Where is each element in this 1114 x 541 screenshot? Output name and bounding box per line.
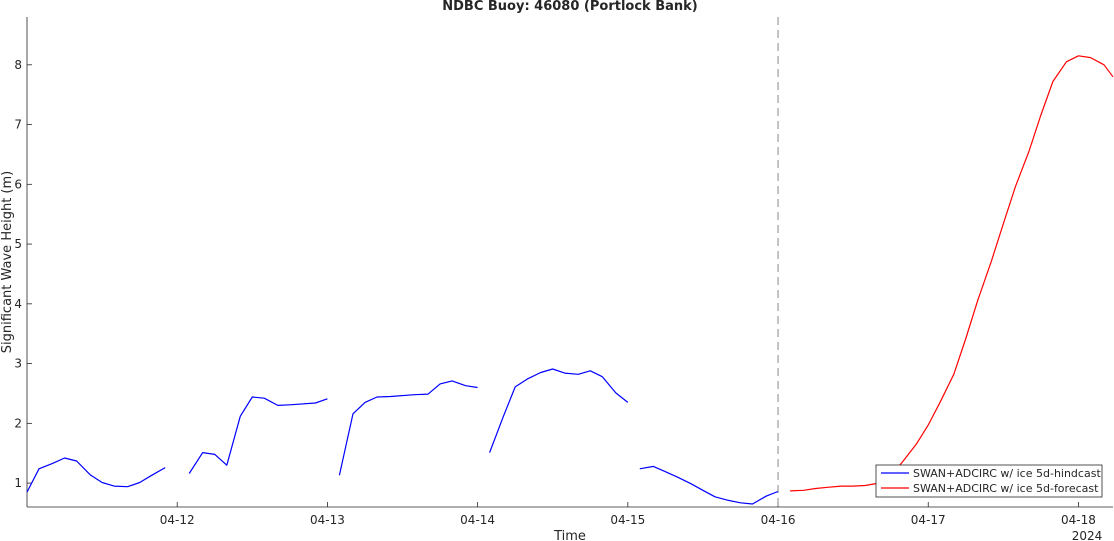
y-tick-label: 2 xyxy=(14,416,22,430)
x-tick-label: 04-13 xyxy=(310,513,345,527)
x-axis-ticks: 04-12 04-13 04-14 04-15 04-16 04-17 04-18 xyxy=(160,502,1096,527)
plot-series xyxy=(26,55,1114,505)
x-tick-label: 04-15 xyxy=(610,513,645,527)
legend: SWAN+ADCIRC w/ ice 5d-hindcast SWAN+ADCI… xyxy=(875,464,1103,498)
legend-box xyxy=(875,464,1103,498)
forecast-line xyxy=(790,55,1114,492)
legend-label-hindcast: SWAN+ADCIRC w/ ice 5d-hindcast xyxy=(913,467,1101,480)
x-tick-label: 04-16 xyxy=(761,513,796,527)
y-tick-label: 6 xyxy=(14,177,22,191)
y-tick-label: 1 xyxy=(14,476,22,490)
y-tick-label: 3 xyxy=(14,357,22,371)
y-tick-label: 8 xyxy=(14,58,22,72)
axes xyxy=(26,17,1113,508)
x-axis-secondary-label: 2024 xyxy=(1072,529,1103,541)
chart-title: NDBC Buoy: 46080 (Portlock Bank) xyxy=(442,0,698,14)
hindcast-line xyxy=(489,368,629,453)
legend-label-forecast: SWAN+ADCIRC w/ ice 5d-forecast xyxy=(913,482,1099,495)
hindcast-line xyxy=(26,457,166,493)
y-tick-label: 4 xyxy=(14,297,22,311)
x-tick-label: 04-14 xyxy=(460,513,495,527)
hindcast-line xyxy=(188,396,328,474)
y-tick-label: 7 xyxy=(14,118,22,132)
hindcast-line xyxy=(338,380,478,476)
x-tick-label: 04-12 xyxy=(160,513,195,527)
x-tick-label: 04-17 xyxy=(911,513,946,527)
x-axis-label: Time xyxy=(553,529,586,541)
y-tick-label: 5 xyxy=(14,237,22,251)
y-axis-label: Significant Wave Height (m) xyxy=(0,171,15,353)
x-tick-label: 04-18 xyxy=(1061,513,1096,527)
hindcast-line xyxy=(639,465,779,505)
y-axis-ticks: 1 2 3 4 5 6 7 8 xyxy=(14,58,32,490)
